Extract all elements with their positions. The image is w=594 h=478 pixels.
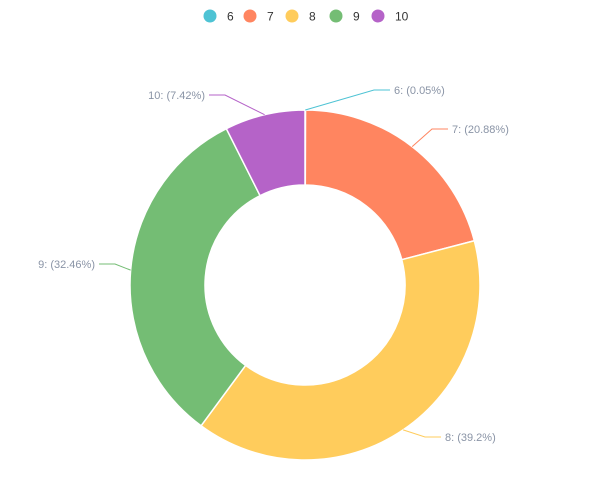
leader-line-10 xyxy=(209,94,265,116)
slice-label-9: 9: (32.46%) xyxy=(38,259,95,271)
legend-label-6: 6 xyxy=(227,10,234,24)
legend-label-9: 9 xyxy=(353,10,360,24)
legend-marker-8 xyxy=(285,9,299,23)
legend-label-7: 7 xyxy=(267,10,274,24)
slice-label-6: 6: (0.05%) xyxy=(394,85,445,97)
slice-label-10: 10: (7.42%) xyxy=(148,90,205,102)
legend-marker-9 xyxy=(329,9,343,23)
legend-marker-7 xyxy=(243,9,257,23)
legend: 6 7 8 9 10 xyxy=(203,9,409,24)
leader-line-9 xyxy=(99,263,131,271)
donut-slices xyxy=(129,109,481,461)
slice-label-7: 7: (20.88%) xyxy=(452,124,509,136)
slice-10[interactable] xyxy=(225,109,306,197)
slice-8[interactable] xyxy=(200,239,481,461)
slice-9[interactable] xyxy=(129,127,261,427)
legend-item-9[interactable]: 9 xyxy=(329,9,361,24)
legend-label-8: 8 xyxy=(309,10,316,24)
slice-label-8: 8: (39.2%) xyxy=(445,432,496,444)
label-leader-lines xyxy=(99,89,448,438)
leader-line-6 xyxy=(305,89,390,111)
legend-label-10: 10 xyxy=(395,10,409,24)
legend-item-7[interactable]: 7 xyxy=(243,9,275,24)
slice-7[interactable] xyxy=(304,109,476,261)
legend-marker-6 xyxy=(203,9,217,23)
slice-labels: 6: (0.05%) 7: (20.88%) 8: (39.2%) 9: (32.46… xyxy=(38,85,509,444)
legend-marker-10 xyxy=(371,9,385,23)
legend-item-6[interactable]: 6 xyxy=(203,9,235,24)
legend-item-8[interactable]: 8 xyxy=(285,9,317,24)
legend-item-10[interactable]: 10 xyxy=(371,9,409,24)
leader-line-7 xyxy=(411,128,448,148)
leader-line-8 xyxy=(402,429,441,438)
